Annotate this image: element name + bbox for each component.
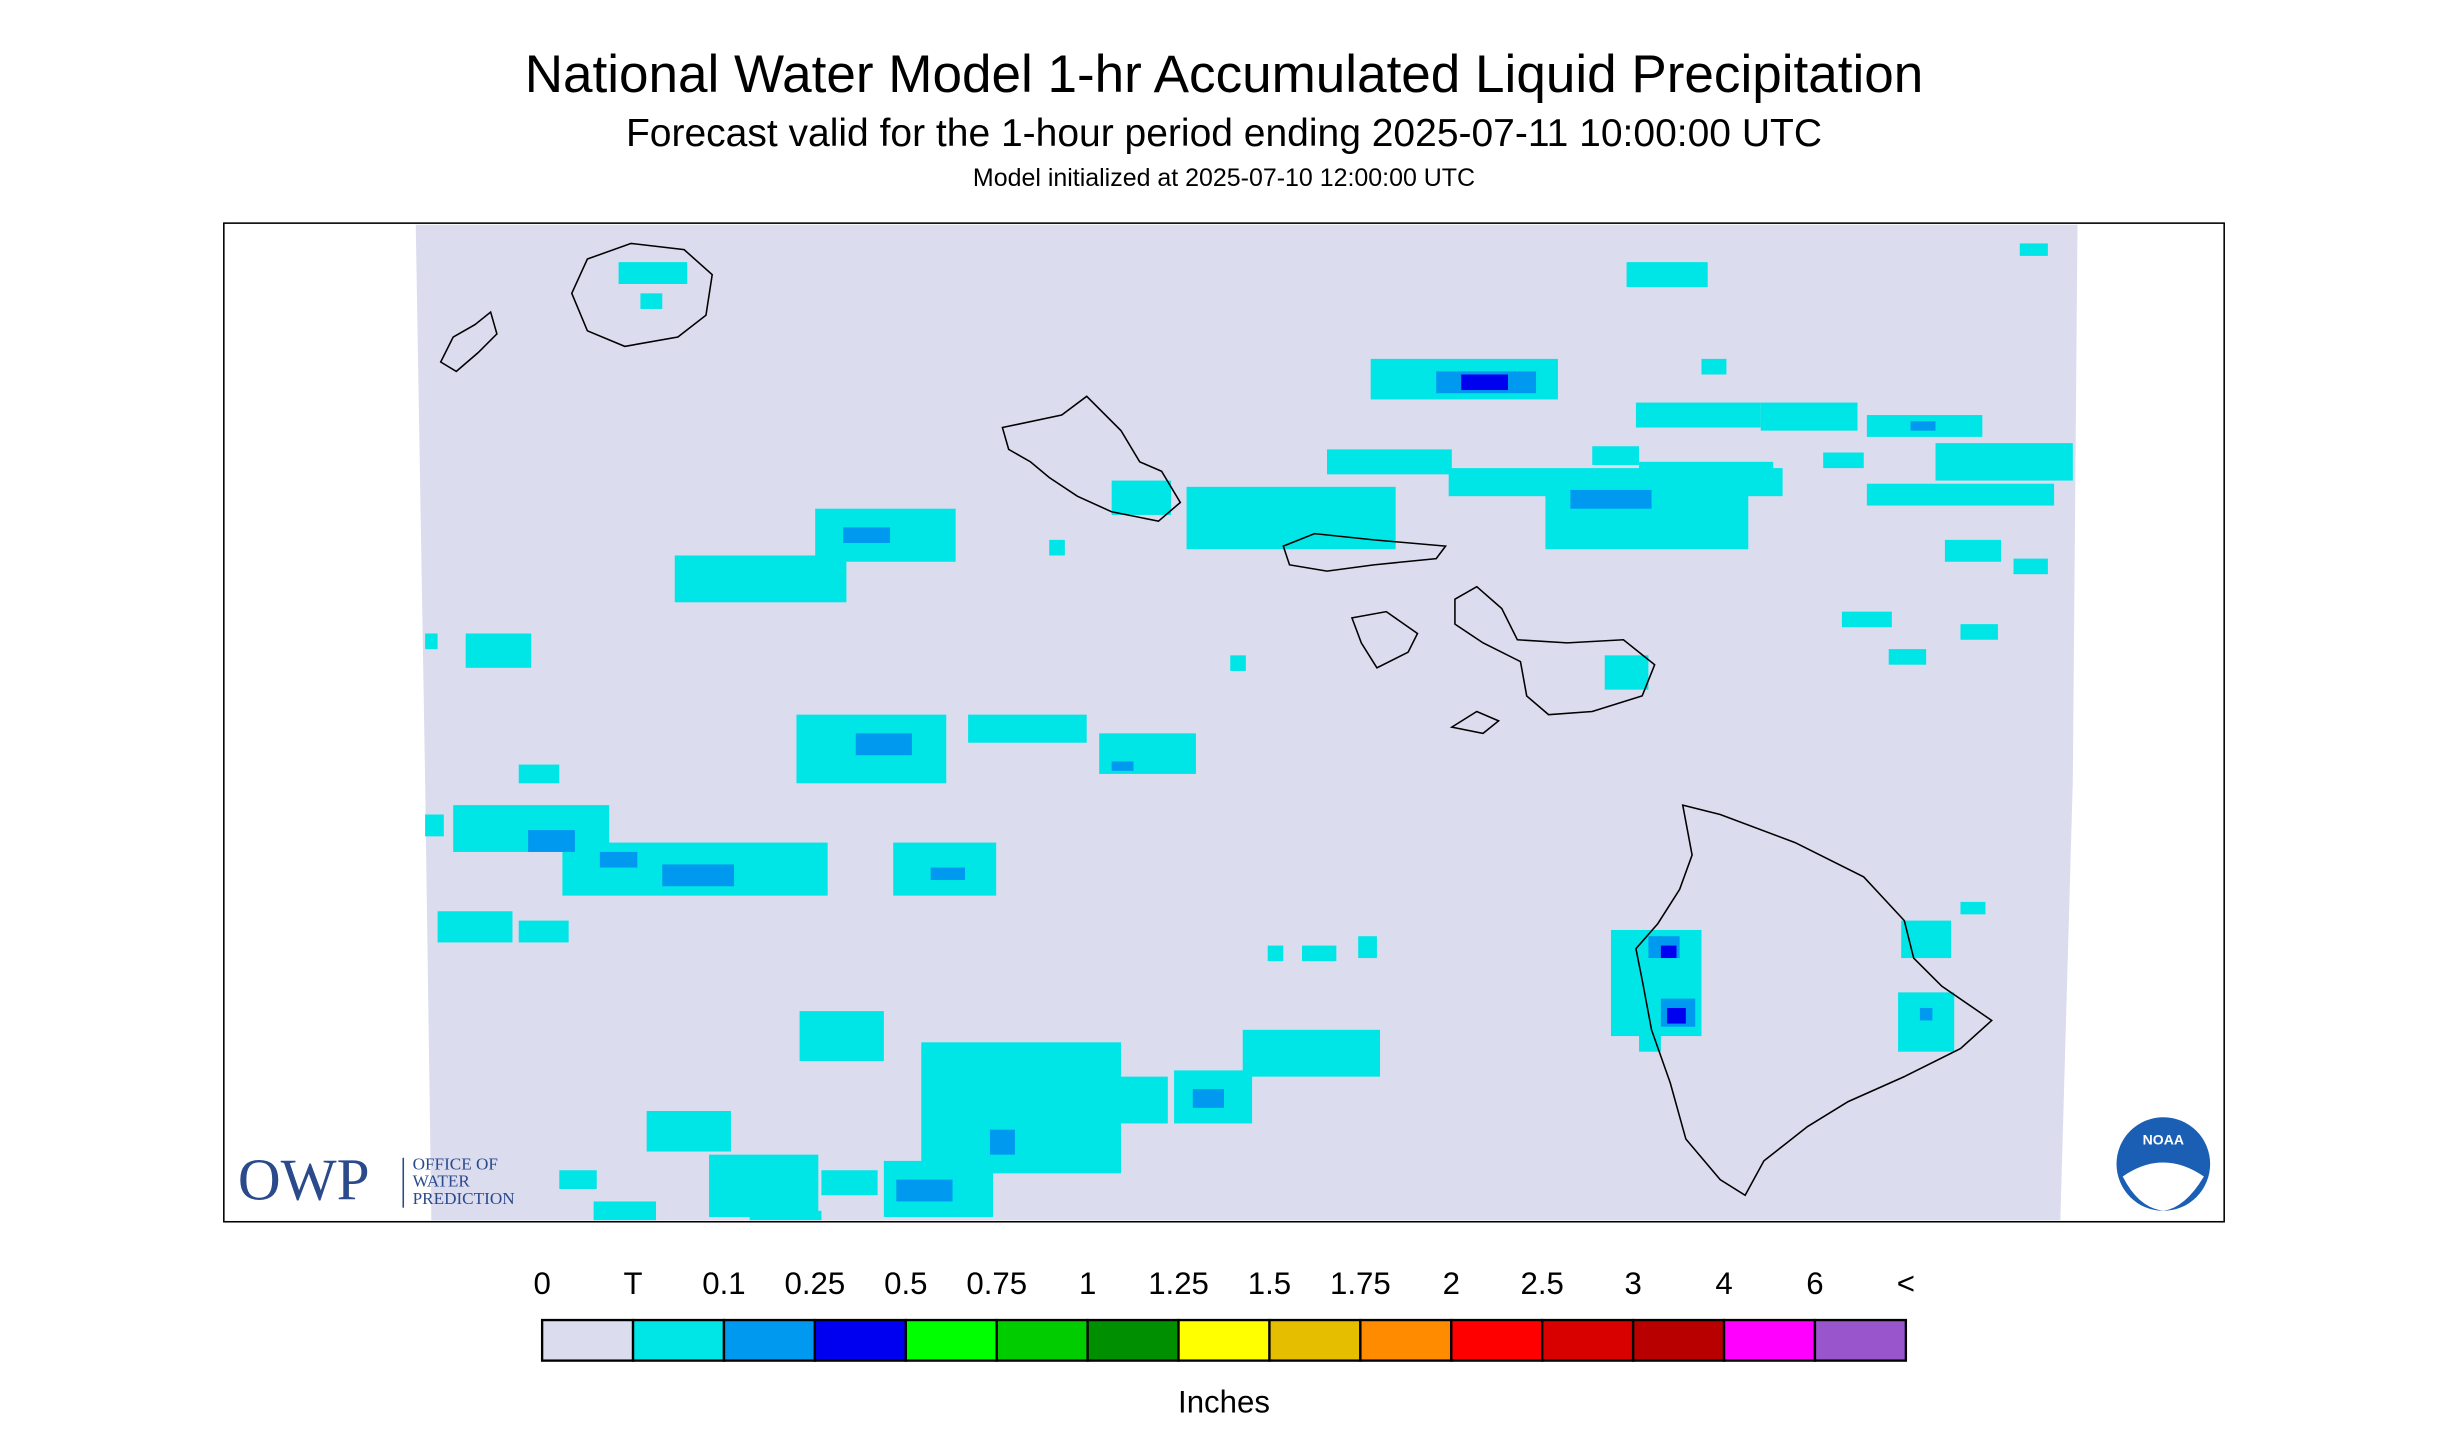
legend-label: 3 — [1624, 1266, 1641, 1301]
legend-swatch — [1450, 1318, 1544, 1362]
legend-label: 1 — [1079, 1266, 1096, 1301]
legend-swatch — [1177, 1318, 1271, 1362]
noaa-logo-gull — [2122, 1162, 2204, 1211]
legend-label: 0.25 — [785, 1266, 846, 1301]
legend-swatch — [631, 1318, 726, 1362]
legend-label: 2.5 — [1521, 1266, 1564, 1301]
legend-swatch — [1086, 1318, 1180, 1362]
precip-light — [528, 371, 1936, 1202]
legend-label: 0.5 — [884, 1266, 927, 1301]
legend: 0 T 0.1 0.25 0.5 0.75 1 1.25 1.5 1.75 2 2.5 3 4 6 < — [533, 1266, 1915, 1362]
legend-label: 0 — [533, 1266, 550, 1301]
legend-swatch — [904, 1318, 998, 1362]
legend-swatch — [1722, 1318, 1817, 1362]
coastlines — [439, 242, 1993, 1197]
title: National Water Model 1-hr Accumulated Li… — [525, 45, 1924, 104]
legend-label: 6 — [1806, 1266, 1823, 1301]
legend-label: 1.75 — [1330, 1266, 1391, 1301]
legend-swatch — [813, 1318, 907, 1362]
legend-swatch — [1268, 1318, 1362, 1362]
legend-swatch — [1359, 1318, 1453, 1362]
legend-swatch — [1631, 1318, 1726, 1362]
legend-label: 0.75 — [966, 1266, 1027, 1301]
legend-units: Inches — [1178, 1385, 1270, 1420]
owp-name-line: WATER — [413, 1172, 471, 1191]
legend-label: < — [1897, 1266, 1915, 1301]
legend-swatch — [1813, 1318, 1908, 1362]
precip-trace — [425, 243, 2073, 1221]
noaa-logo-text: NOAA — [2143, 1131, 2184, 1147]
owp-name-line: PREDICTION — [413, 1189, 515, 1208]
legend-swatch — [995, 1318, 1089, 1362]
legend-label: 1.5 — [1248, 1266, 1291, 1301]
precip-moderate — [1461, 374, 1686, 1024]
legend-swatch — [540, 1318, 635, 1362]
legend-label: 0.1 — [702, 1266, 745, 1301]
owp-name-line: OFFICE OF — [413, 1155, 498, 1174]
legend-swatch — [1541, 1318, 1635, 1362]
legend-label: T — [624, 1266, 643, 1301]
init-time: Model initialized at 2025-07-10 12:00:00… — [973, 164, 1475, 192]
legend-label: 1.25 — [1148, 1266, 1209, 1301]
legend-label: 2 — [1443, 1266, 1460, 1301]
legend-label: 4 — [1715, 1266, 1732, 1301]
owp-logo: OWP — [238, 1146, 370, 1212]
subtitle: Forecast valid for the 1-hour period end… — [626, 112, 1822, 155]
legend-swatch — [722, 1318, 817, 1362]
